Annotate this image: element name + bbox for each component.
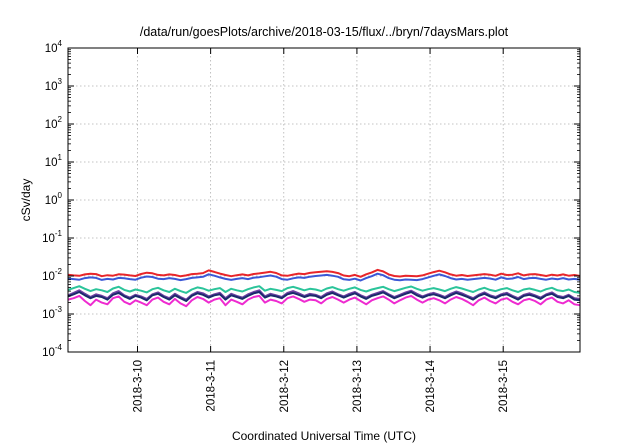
y-tick-label: 10-2: [42, 267, 62, 283]
y-tick-label: 103: [45, 77, 63, 93]
axis-ticks: [68, 47, 580, 353]
x-tick-label: 2018-3-14: [425, 359, 437, 412]
x-tick-label: 2018-3-13: [352, 360, 364, 412]
y-tick-labels: 10-4 10-3 10-2 10-1 100 101 102 103 104: [42, 39, 62, 359]
series-line-1: [67, 268, 581, 278]
series-line-4: [67, 289, 581, 301]
chart-title: /data/run/goesPlots/archive/2018-03-15/f…: [140, 25, 509, 39]
x-tick-label: 2018-3-15: [498, 360, 510, 412]
x-tick-label: 2018-3-12: [279, 360, 291, 412]
y-tick-label: 10-3: [42, 305, 62, 321]
x-tick-label: 2018-3-10: [132, 360, 144, 412]
series-group: [67, 268, 581, 308]
x-axis-label: Coordinated Universal Time (UTC): [232, 429, 416, 443]
grid: [68, 48, 580, 352]
y-tick-label: 10-1: [42, 229, 62, 245]
y-tick-label: 102: [45, 115, 63, 131]
y-axis-label: cSv/day: [19, 179, 33, 222]
series-line-2: [67, 272, 581, 282]
y-tick-label: 101: [45, 153, 63, 169]
y-tick-label: 10-4: [42, 343, 62, 359]
series-line-6: [67, 294, 581, 308]
y-tick-label: 104: [45, 39, 63, 55]
x-tick-labels: 2018-3-10 2018-3-11 2018-3-12 2018-3-13 2018…: [132, 359, 510, 412]
x-tick-label: 2018-3-11: [206, 360, 218, 412]
series-line-3: [67, 285, 581, 294]
y-tick-label: 100: [45, 191, 63, 207]
series-line-5: [67, 291, 581, 302]
